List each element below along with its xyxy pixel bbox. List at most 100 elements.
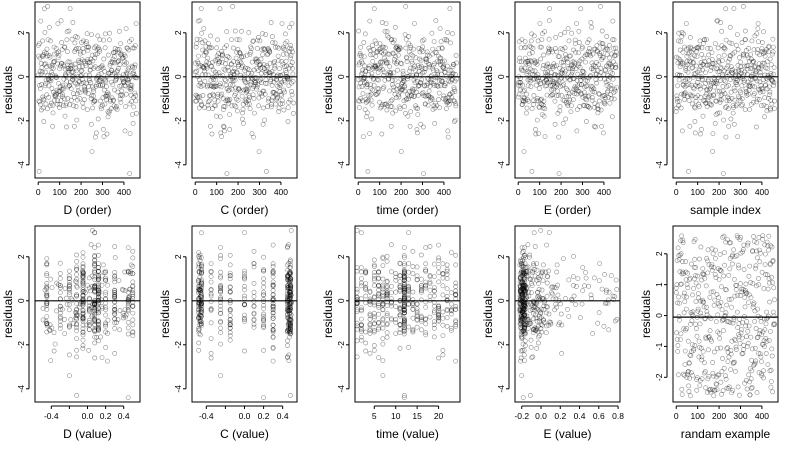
data-point [758, 70, 763, 76]
data-point [722, 68, 727, 74]
data-point [577, 64, 583, 70]
data-point [101, 56, 107, 62]
data-point [416, 68, 422, 74]
data-point [395, 52, 401, 58]
data-point [763, 82, 768, 88]
data-point [223, 98, 229, 104]
data-point [550, 78, 556, 84]
data-point [721, 52, 727, 58]
data-point [751, 59, 757, 65]
data-point [453, 306, 459, 312]
data-point [597, 98, 602, 104]
data-point [697, 104, 702, 109]
data-point [270, 40, 275, 45]
data-point [432, 121, 438, 126]
data-point [56, 52, 62, 58]
data-point [730, 51, 736, 57]
data-point [222, 61, 228, 67]
data-point [285, 338, 290, 344]
data-point [754, 96, 760, 102]
data-point [363, 99, 369, 105]
data-point [234, 37, 240, 42]
points [40, 227, 136, 400]
data-point [760, 77, 766, 83]
data-point [117, 327, 122, 333]
data-point [360, 134, 366, 139]
data-point [358, 53, 364, 59]
data-point [679, 233, 684, 239]
data-point [63, 101, 69, 106]
data-point [677, 337, 683, 342]
data-point [708, 83, 714, 89]
data-point [358, 265, 364, 270]
data-point [546, 311, 552, 317]
data-point [48, 276, 54, 282]
data-point [605, 73, 611, 78]
data-point [280, 46, 286, 51]
data-point [708, 93, 714, 99]
data-point [592, 89, 598, 95]
data-point [724, 84, 730, 90]
data-point [196, 347, 202, 353]
data-point [768, 384, 774, 390]
data-point [567, 77, 572, 83]
data-point [447, 73, 453, 79]
data-point [553, 84, 559, 90]
data-point [541, 52, 547, 58]
data-point [716, 58, 721, 64]
y-tick-label: 2 [654, 251, 664, 256]
data-point [444, 315, 450, 321]
data-point [256, 63, 262, 68]
data-point [682, 84, 688, 90]
data-point [734, 82, 740, 88]
data-point [72, 61, 78, 67]
data-point [677, 47, 683, 53]
data-point [252, 75, 258, 81]
data-point [80, 254, 86, 260]
data-point [758, 65, 764, 71]
data-point [381, 69, 387, 75]
data-point [253, 80, 258, 85]
data-point [256, 149, 262, 154]
data-point [434, 103, 440, 108]
data-point [410, 289, 416, 295]
x-tick-label: 200 [712, 411, 726, 421]
x-axis-title: E (order) [544, 203, 591, 217]
plot-frame [34, 225, 141, 403]
data-point [739, 40, 745, 45]
data-point [355, 98, 361, 104]
data-point [288, 80, 294, 86]
data-point [431, 334, 437, 340]
data-point [765, 66, 771, 72]
data-point [106, 70, 112, 76]
data-point [575, 71, 581, 77]
data-point [70, 20, 76, 25]
data-point [382, 49, 388, 55]
data-point [101, 126, 106, 132]
data-point [262, 46, 268, 52]
data-point [723, 134, 729, 140]
data-point [261, 88, 267, 94]
points [196, 227, 294, 400]
data-point [363, 79, 369, 85]
data-point [590, 65, 596, 71]
data-point [244, 88, 250, 94]
data-point [568, 63, 574, 69]
data-point [108, 106, 114, 111]
data-point [432, 61, 437, 66]
points [673, 4, 777, 176]
data-point [281, 107, 287, 113]
y-tick-label: -2 [173, 341, 183, 349]
data-point [89, 93, 95, 99]
data-point [674, 290, 679, 296]
data-point [372, 38, 378, 44]
data-point [713, 41, 718, 46]
data-point [357, 60, 362, 66]
y-tick-label: 2 [496, 254, 506, 259]
data-point [746, 273, 752, 279]
data-point [85, 48, 91, 53]
data-point [363, 348, 369, 354]
data-point [385, 60, 391, 65]
data-point [269, 83, 275, 88]
data-point [691, 47, 697, 52]
